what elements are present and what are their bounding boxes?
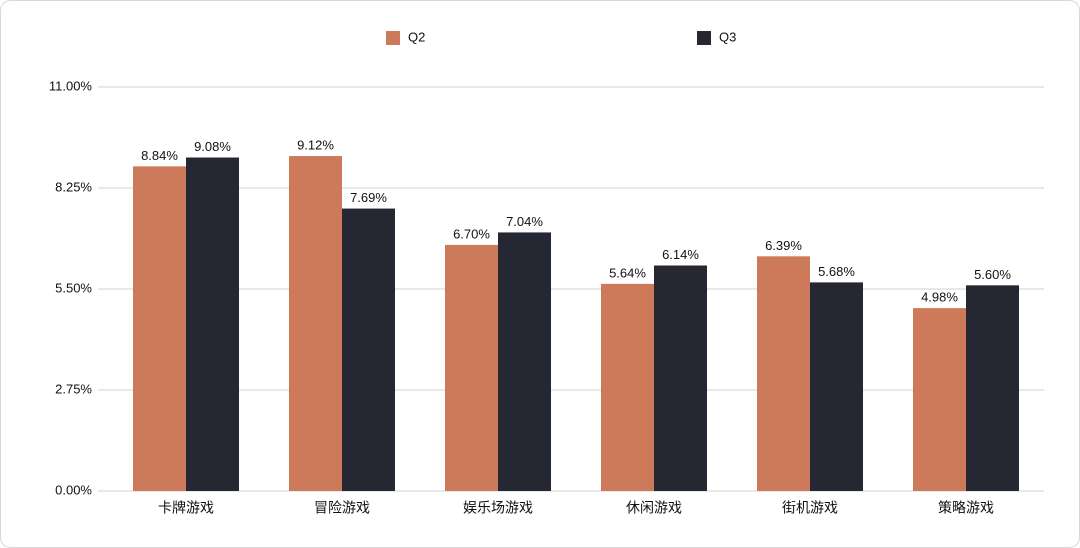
y-tick-label: 2.75% — [55, 381, 92, 396]
legend-label: Q2 — [408, 29, 425, 44]
value-label: 5.60% — [974, 267, 1011, 282]
legend-swatch — [386, 31, 400, 45]
bar — [186, 157, 239, 491]
value-label: 7.04% — [506, 214, 543, 229]
bar — [757, 256, 810, 491]
value-label: 6.39% — [765, 238, 802, 253]
bar — [498, 232, 551, 491]
bar — [966, 285, 1019, 491]
value-label: 9.08% — [194, 139, 231, 154]
y-tick-label: 5.50% — [55, 280, 92, 295]
value-label: 8.84% — [141, 148, 178, 163]
x-tick-label: 街机游戏 — [782, 500, 838, 516]
x-tick-label: 策略游戏 — [938, 500, 994, 516]
bar — [601, 283, 654, 491]
bar — [342, 208, 395, 492]
y-tick-label: 11.00% — [49, 78, 93, 93]
x-tick-label: 娱乐场游戏 — [463, 500, 533, 516]
bar — [133, 166, 186, 491]
legend-label: Q3 — [719, 29, 736, 44]
value-label: 6.14% — [662, 247, 699, 262]
bar — [289, 156, 342, 491]
value-label: 6.70% — [453, 226, 490, 241]
bar — [810, 282, 863, 491]
x-tick-label: 休闲游戏 — [626, 500, 682, 516]
value-label: 7.69% — [350, 190, 387, 205]
y-tick-label: 8.25% — [55, 179, 92, 194]
value-label: 5.64% — [609, 265, 646, 280]
x-tick-label: 卡牌游戏 — [158, 500, 214, 516]
bar — [654, 265, 707, 491]
y-tick-label: 0.00% — [55, 482, 92, 497]
value-label: 4.98% — [921, 290, 958, 305]
x-tick-label: 冒险游戏 — [314, 500, 370, 516]
value-label: 5.68% — [818, 264, 855, 279]
bar — [445, 244, 498, 491]
legend-swatch — [697, 31, 711, 45]
value-label: 9.12% — [297, 137, 334, 152]
bar — [913, 308, 966, 491]
